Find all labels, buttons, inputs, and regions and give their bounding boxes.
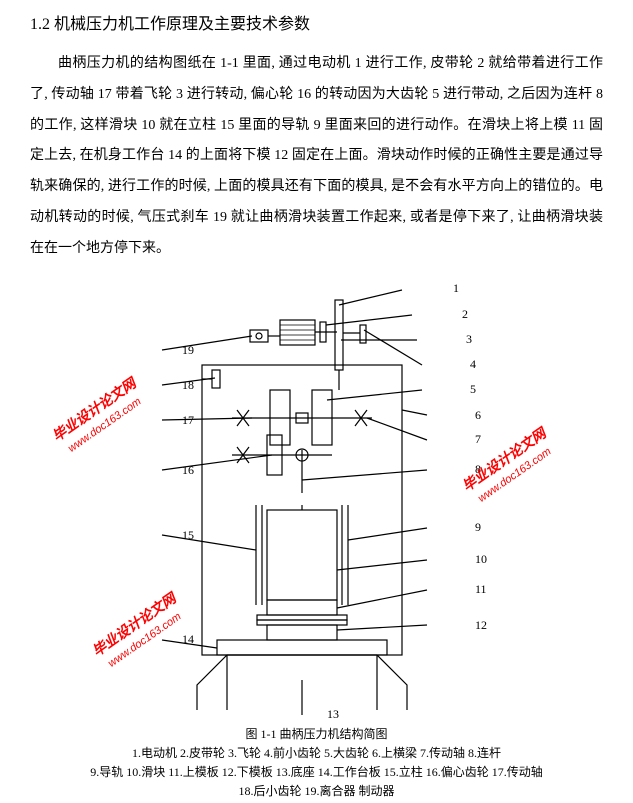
label-12: 12 (475, 618, 487, 633)
label-13: 13 (327, 707, 339, 722)
label-17: 17 (182, 413, 194, 428)
label-1: 1 (453, 281, 459, 296)
label-16: 16 (182, 463, 194, 478)
label-11: 11 (475, 582, 487, 597)
caption-line-2: 9.导轨 10.滑块 11.上模板 12.下模板 13.底座 14.工作台板 1… (30, 763, 603, 782)
paragraph-text: 曲柄压力机的结构图纸在 1-1 里面, 通过电动机 1 进行工作, 皮带轮 2 … (30, 49, 603, 265)
label-7: 7 (475, 432, 481, 447)
label-19: 19 (182, 343, 194, 358)
label-9: 9 (475, 520, 481, 535)
caption-title: 图 1-1 曲柄压力机结构简图 (30, 725, 603, 744)
label-8: 8 (475, 462, 481, 477)
figure-caption: 图 1-1 曲柄压力机结构简图 1.电动机 2.皮带轮 3.飞轮 4.前小齿轮 … (30, 725, 603, 802)
section-title: 1.2 机械压力机工作原理及主要技术参数 (30, 10, 603, 34)
label-3: 3 (466, 332, 472, 347)
label-14: 14 (182, 632, 194, 647)
caption-line-1: 1.电动机 2.皮带轮 3.飞轮 4.前小齿轮 5.大齿轮 6.上横梁 7.传动… (30, 744, 603, 763)
caption-line-3: 18.后小齿轮 19.离合器 制动器 (30, 782, 603, 801)
label-4: 4 (470, 357, 476, 372)
label-10: 10 (475, 552, 487, 567)
label-5: 5 (470, 382, 476, 397)
diagram-wrapper: 1 2 3 4 5 6 7 8 9 10 11 12 13 14 15 16 1… (30, 270, 603, 720)
label-15: 15 (182, 528, 194, 543)
label-18: 18 (182, 378, 194, 393)
label-6: 6 (475, 408, 481, 423)
label-2: 2 (462, 307, 468, 322)
